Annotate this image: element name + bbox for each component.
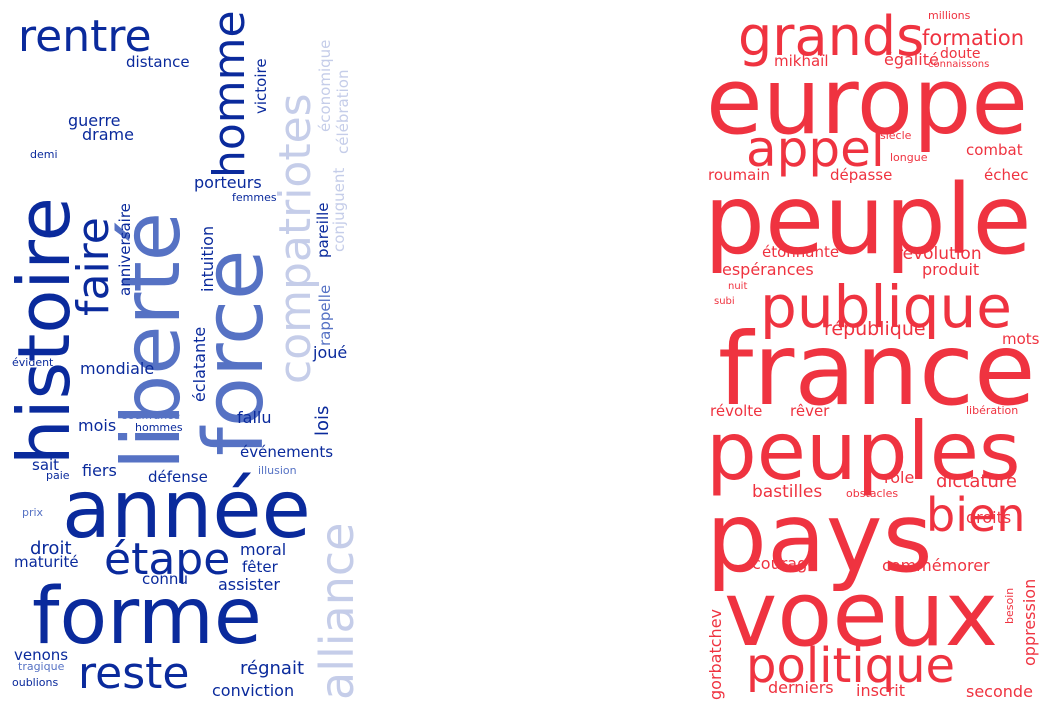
word-right-republique: république [824,318,926,340]
word-right-esperances: espérances [722,260,814,279]
word-left-drame: drame [82,125,134,144]
word-left-maturite: maturité [14,553,79,571]
word-left-hommes: hommes [135,421,183,434]
word-right-bastilles: bastilles [752,482,823,502]
word-right-depasse: dépasse [830,166,893,184]
word-right-roumain: roumain [708,166,770,184]
word-right-subi: subi [714,296,735,307]
word-left-fiers: fiers [82,461,117,480]
word-left-mondiale: mondiale [80,359,155,378]
word-left-droit: droit [30,538,72,559]
word-right-mikhail: mikhaïl [774,52,829,70]
word-right-produit: produit [922,260,980,279]
word-right-gorbatchev: gorbatchev [706,608,725,700]
word-right-mots: mots [1002,330,1040,348]
word-right-derniers: derniers [768,678,834,697]
word-right-combat: combat [966,141,1023,159]
word-right-etonnante: étonnante [762,243,840,261]
word-left-porteurs: porteurs [194,173,262,192]
word-right-siecle: siècle [880,129,912,142]
word-left-illusion: illusion [258,464,297,477]
word-left-economique: économique [316,39,334,132]
word-left-lois: lois [312,405,333,436]
word-left-prix: prix [22,506,44,519]
word-right-liberation: libération [966,404,1019,417]
word-right-courage: courage [752,554,818,573]
word-left-defense: défense [148,468,208,486]
word-left-mois: mois [78,416,117,435]
word-right-droits: droits [966,508,1012,527]
word-left-pareille: pareille [314,202,332,258]
word-right-doute: doute [940,46,981,62]
word-right-europe: europe [706,48,1028,155]
word-left-femmes: femmes [232,191,277,204]
word-right-bien: bien [926,488,1026,542]
word-right-rever: rêver [790,402,830,420]
word-right-millions: millions [928,9,971,22]
word-left-evenements: événements [240,443,334,461]
word-right-voeux: voeux [724,562,998,667]
word-left-joue: joué [313,343,348,362]
word-right-revolution: révolution [896,244,982,264]
word-left-reste: reste [78,648,190,699]
word-left-souffrance: souffrance [122,409,181,422]
word-left-sait: sait [32,456,60,474]
word-right-formation: formation [922,26,1025,50]
word-right-connaissons: connaissons [928,59,990,70]
word-left-conviction: conviction [212,681,295,700]
word-right-nuit: nuit [728,281,748,292]
word-left-regnait: régnait [240,658,305,679]
word-left-celebration: célébration [334,69,352,155]
word-right-besoin: besoin [1003,587,1016,624]
word-left-tragique: tragique [18,660,65,673]
word-left-evident: évident [12,356,54,369]
word-right-seconde: seconde [966,682,1033,701]
word-left-feter: fêter [242,558,278,576]
word-right-grands: grands [738,5,925,68]
word-left-paie: paie [46,469,70,482]
word-left-homme: homme [204,10,255,178]
word-cloud-right: europe peuple france peuples pays voeux grands… [700,0,1060,713]
word-right-role: rôle [884,468,915,487]
word-left-moral: moral [240,540,287,559]
word-left-faire: faire [68,217,119,316]
word-right-peuples: peuples [706,405,1021,498]
word-right-publique: publique [760,273,1012,341]
word-left-victoire: victoire [252,58,270,114]
word-right-france: france [718,311,1036,428]
word-left-oublions: oublions [12,676,59,689]
word-right-appel: appel [746,120,885,178]
word-left-distance: distance [126,53,190,71]
word-left-conjuguent: conjuguent [330,167,348,252]
word-left-intuition: intuition [198,225,217,292]
word-right-peuple: peuple [704,164,1032,276]
word-right-egalite: égalité [884,50,939,69]
word-left-assister: assister [218,575,280,594]
word-right-longue: longue [890,151,928,164]
word-right-pays: pays [706,482,933,594]
word-right-commemorer: commémorer [882,556,990,575]
word-right-inscrit: inscrit [856,681,906,700]
word-right-dictature: dictature [936,471,1017,492]
word-left-annee: année [62,463,311,556]
word-right-politique: politique [746,638,956,694]
word-left-anniversaire: anniversaire [116,203,134,296]
word-left-eclatante: éclatante [190,326,209,402]
word-cloud-left: forme année histoire liberté force rentre homm… [0,0,365,713]
word-left-alliance: alliance [310,522,364,700]
word-left-fallu: fallu [237,408,272,427]
word-right-echec: échec [984,166,1029,184]
word-right-obstacles: obstacles [846,487,899,500]
word-left-rappelle: rappelle [316,284,334,346]
word-left-venons: venons [14,646,69,664]
word-left-rentre: rentre [18,11,152,62]
word-left-guerre: guerre [68,111,121,130]
word-right-oppression: oppression [1020,578,1039,666]
word-left-connu: connu [142,570,188,588]
word-left-etape: étape [104,534,231,585]
word-left-demi: demi [30,148,58,161]
word-left-forme: forme [32,572,262,662]
word-left-compatriotes: compatriotes [270,93,321,384]
word-right-revolte: révolte [710,402,763,420]
